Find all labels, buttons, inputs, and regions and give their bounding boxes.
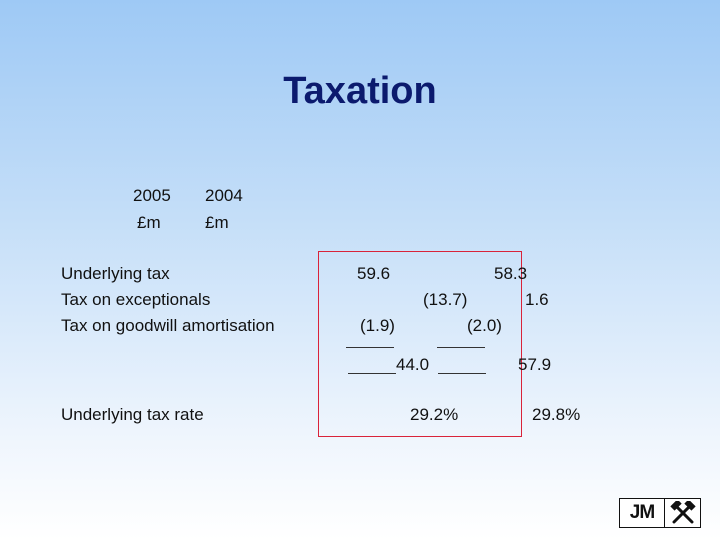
underline-rule (438, 373, 486, 374)
row-label-underlying-tax: Underlying tax (61, 264, 170, 283)
crossed-hammers-icon (665, 499, 700, 527)
column-header-2005: 2005 (133, 186, 171, 205)
value-exceptionals-2005: (13.7) (423, 290, 468, 309)
value-tax-rate-2004: 29.8% (532, 405, 581, 424)
company-logo: JM (619, 498, 701, 528)
value-tax-rate-2005: 29.2% (410, 405, 459, 424)
value-exceptionals-2004: 1.6 (525, 290, 549, 309)
highlight-box (318, 251, 522, 437)
value-underlying-tax-2004: 58.3 (494, 264, 528, 283)
value-goodwill-2004: (2.0) (467, 316, 502, 335)
value-subtotal-2005: 44.0 (396, 355, 430, 374)
value-underlying-tax-2005: 59.6 (357, 264, 391, 283)
logo-text: JM (620, 499, 665, 527)
value-subtotal-2004: 57.9 (518, 355, 552, 374)
value-goodwill-2005: (1.9) (360, 316, 395, 335)
row-label-underlying-tax-rate: Underlying tax rate (61, 405, 204, 424)
underline-rule (348, 373, 396, 374)
slide-title: Taxation (283, 70, 437, 112)
row-label-tax-on-goodwill: Tax on goodwill amortisation (61, 316, 275, 335)
row-label-tax-on-exceptionals: Tax on exceptionals (61, 290, 211, 309)
column-header-2004: 2004 (205, 186, 243, 205)
column-unit-2004: £m (205, 213, 229, 232)
column-unit-2005: £m (137, 213, 161, 232)
underline-rule (346, 347, 394, 348)
underline-rule (437, 347, 485, 348)
